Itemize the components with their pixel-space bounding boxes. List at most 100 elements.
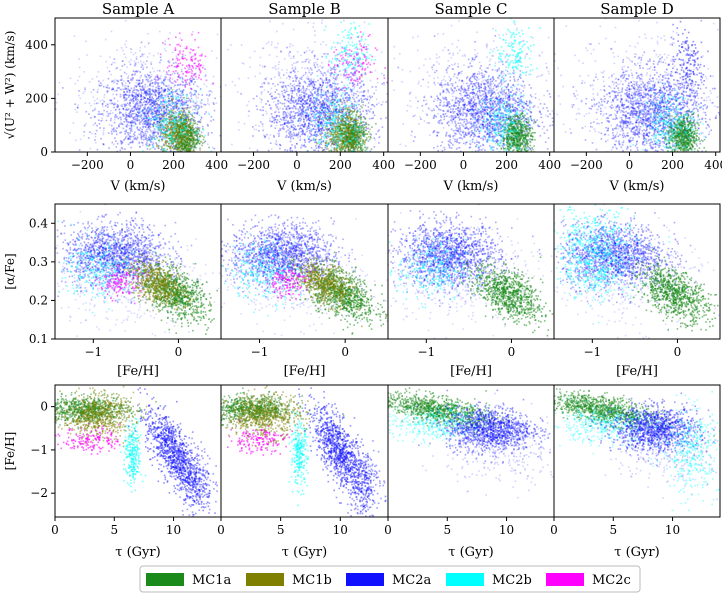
data-point [178,44,180,46]
data-point [104,94,106,96]
data-point [182,101,184,103]
data-point [279,128,281,130]
data-point [309,141,311,143]
data-point [123,88,125,90]
data-point [275,119,277,121]
data-point [269,104,271,106]
data-point [174,120,176,122]
data-point [146,100,148,102]
data-point [181,111,183,113]
data-point [292,85,294,87]
data-point [326,97,328,99]
data-point [145,90,147,92]
data-point [121,89,123,91]
data-point [147,113,149,115]
data-point [157,122,159,124]
data-point [130,147,132,149]
data-point [223,110,225,112]
data-point [303,133,305,135]
data-point [330,75,332,77]
data-point [328,61,330,63]
data-point [187,121,189,123]
data-point [205,141,207,143]
data-point [88,113,90,115]
data-point [307,103,309,105]
data-point [307,76,309,78]
data-point [106,111,108,113]
data-point [198,128,200,130]
data-point [159,141,161,143]
data-point [192,124,194,126]
data-point [168,85,170,87]
data-point [142,79,144,81]
data-point [314,120,316,122]
data-point [280,145,282,147]
data-point [304,142,306,144]
data-point [313,99,315,101]
data-point [194,59,196,61]
data-point [194,138,196,140]
data-point [180,129,182,131]
data-point [186,98,188,100]
data-point [322,73,324,75]
data-point [322,85,324,87]
data-point [175,144,177,146]
data-point [190,78,192,80]
data-point [151,147,153,149]
data-point [155,87,157,89]
data-point [140,95,142,97]
data-point [107,92,109,94]
data-point [203,139,205,141]
data-point [151,109,153,111]
data-point [207,125,209,127]
data-point [180,90,182,92]
data-point [268,41,270,43]
data-point [277,106,279,108]
data-point [297,85,299,87]
data-point [201,94,203,96]
data-point [169,89,171,91]
data-point [178,142,180,144]
data-point [321,122,323,124]
data-point [153,55,155,57]
data-point [129,103,131,105]
data-point [163,82,165,84]
data-point [133,133,135,135]
data-point [111,133,113,135]
data-point [310,95,312,97]
data-point [310,67,312,69]
data-point [116,127,118,129]
data-point [311,147,313,149]
data-point [261,110,263,112]
data-point [196,134,198,136]
data-point [126,40,128,42]
data-point [117,87,119,89]
data-point [98,84,100,86]
data-point [239,78,241,80]
data-point [337,93,339,95]
data-point [138,95,140,97]
data-point [161,120,163,122]
data-point [169,62,171,64]
data-point [327,116,329,118]
data-point [171,121,173,123]
data-point [196,132,198,134]
data-point [304,68,306,70]
data-point [177,60,179,62]
data-point [283,126,285,128]
data-point [315,150,317,152]
data-point [193,147,195,149]
data-point [178,134,180,136]
data-point [165,105,167,107]
data-point [94,123,96,125]
data-point [83,135,85,137]
data-point [90,105,92,107]
data-point [100,100,102,102]
data-point [351,103,353,105]
data-point [188,72,190,74]
data-point [375,70,377,72]
data-point [130,105,132,107]
data-point [302,103,304,105]
data-point [184,125,186,127]
data-point [300,85,302,87]
